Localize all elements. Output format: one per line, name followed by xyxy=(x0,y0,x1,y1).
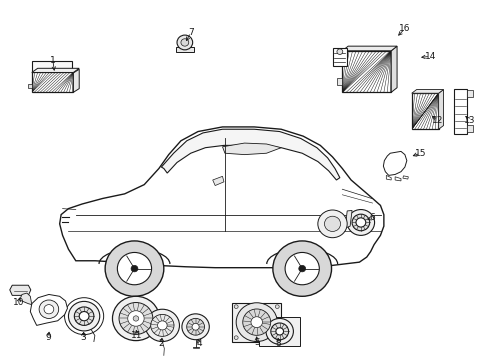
Text: 16: 16 xyxy=(398,24,410,33)
Circle shape xyxy=(275,328,283,335)
Polygon shape xyxy=(386,175,390,180)
Circle shape xyxy=(119,302,153,334)
Circle shape xyxy=(265,319,293,344)
Circle shape xyxy=(242,309,270,335)
Circle shape xyxy=(351,214,369,231)
Circle shape xyxy=(317,210,346,238)
Circle shape xyxy=(74,307,94,325)
Circle shape xyxy=(181,39,188,46)
Polygon shape xyxy=(467,90,472,97)
Polygon shape xyxy=(60,127,383,268)
Polygon shape xyxy=(411,90,443,93)
Circle shape xyxy=(234,305,238,309)
Text: 12: 12 xyxy=(431,116,443,125)
Circle shape xyxy=(127,311,144,326)
Circle shape xyxy=(105,241,163,296)
Circle shape xyxy=(236,303,277,342)
Text: 5: 5 xyxy=(253,338,259,347)
Circle shape xyxy=(272,241,331,296)
Text: 3: 3 xyxy=(80,333,86,342)
Text: 8: 8 xyxy=(275,339,281,348)
Circle shape xyxy=(182,314,209,340)
Polygon shape xyxy=(10,285,31,296)
Polygon shape xyxy=(453,89,467,134)
Circle shape xyxy=(298,265,305,272)
Polygon shape xyxy=(342,46,396,51)
Circle shape xyxy=(275,305,279,309)
Circle shape xyxy=(157,321,167,330)
Circle shape xyxy=(336,49,342,54)
Polygon shape xyxy=(73,69,79,92)
Circle shape xyxy=(145,309,179,342)
Circle shape xyxy=(131,265,138,272)
Circle shape xyxy=(186,318,204,335)
Polygon shape xyxy=(212,176,224,185)
Circle shape xyxy=(346,210,374,235)
Polygon shape xyxy=(383,152,406,175)
Polygon shape xyxy=(390,46,396,92)
FancyBboxPatch shape xyxy=(411,93,438,129)
FancyBboxPatch shape xyxy=(342,51,390,92)
Circle shape xyxy=(355,218,365,227)
Text: 7: 7 xyxy=(187,28,193,37)
Circle shape xyxy=(234,336,238,339)
Polygon shape xyxy=(32,61,72,73)
Circle shape xyxy=(79,311,89,321)
Polygon shape xyxy=(394,177,400,181)
Circle shape xyxy=(112,296,159,341)
Circle shape xyxy=(250,317,262,328)
Polygon shape xyxy=(28,84,32,88)
Polygon shape xyxy=(161,129,339,180)
Text: 13: 13 xyxy=(463,116,474,125)
Polygon shape xyxy=(32,68,79,72)
Text: 1: 1 xyxy=(50,55,56,64)
Circle shape xyxy=(44,305,54,314)
Circle shape xyxy=(68,301,100,331)
Text: 9: 9 xyxy=(45,333,51,342)
Polygon shape xyxy=(222,143,281,154)
Text: 11: 11 xyxy=(131,332,142,341)
Circle shape xyxy=(285,252,319,285)
Text: 15: 15 xyxy=(414,149,426,158)
Polygon shape xyxy=(402,176,407,179)
Text: 2: 2 xyxy=(158,339,164,348)
Polygon shape xyxy=(467,125,472,131)
Polygon shape xyxy=(259,317,300,346)
FancyBboxPatch shape xyxy=(32,72,73,92)
Polygon shape xyxy=(332,48,346,66)
Text: 10: 10 xyxy=(13,298,24,307)
Polygon shape xyxy=(20,293,32,305)
Text: 14: 14 xyxy=(424,52,435,61)
Polygon shape xyxy=(176,47,193,52)
Circle shape xyxy=(324,216,340,231)
Polygon shape xyxy=(438,90,443,129)
Circle shape xyxy=(39,300,59,319)
Text: 6: 6 xyxy=(369,213,375,222)
Polygon shape xyxy=(345,211,351,228)
Text: 4: 4 xyxy=(196,339,202,348)
Circle shape xyxy=(270,323,288,340)
Polygon shape xyxy=(30,294,67,325)
Circle shape xyxy=(117,252,151,285)
Circle shape xyxy=(177,35,192,50)
Circle shape xyxy=(150,314,174,336)
Circle shape xyxy=(133,316,139,321)
Polygon shape xyxy=(232,303,281,342)
Polygon shape xyxy=(337,78,342,85)
Circle shape xyxy=(192,323,199,330)
Circle shape xyxy=(275,336,279,339)
